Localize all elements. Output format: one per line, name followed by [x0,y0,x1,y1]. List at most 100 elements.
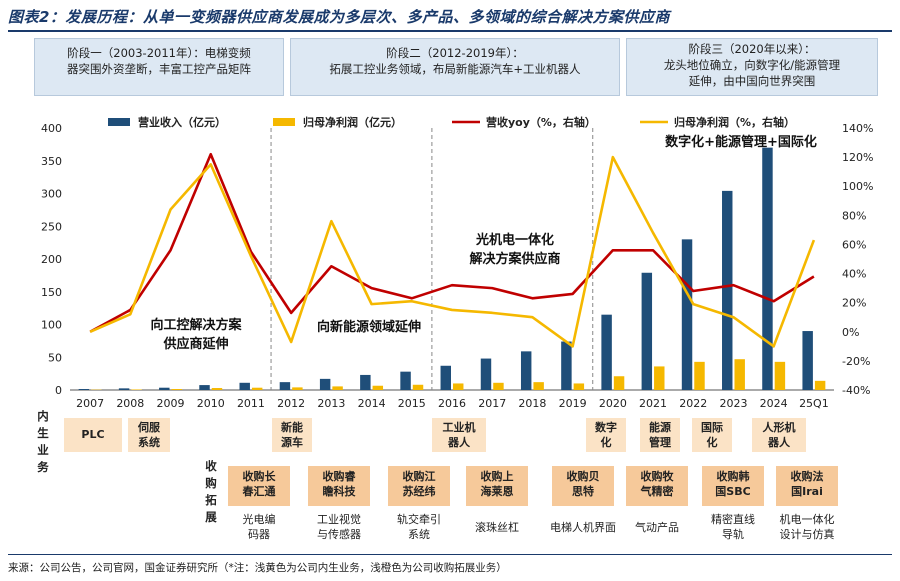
x-tick-label: 2013 [317,397,345,410]
x-tick-label: 2021 [639,397,667,410]
profit-bar [654,366,665,390]
acq-beisite: 收购贝思特 [552,466,614,506]
profit-bar [453,383,464,390]
y-right-tick-label: 40% [842,268,866,281]
profit-bar [171,389,182,390]
x-tick-label: 2008 [116,397,144,410]
acq-desc-rail: 轨交牵引系统 [397,513,441,541]
revenue-bar [118,388,130,390]
revenue-bar [360,374,371,390]
inner-tag-plc: PLC [64,418,122,452]
stage-2-line2: 拓展工控业务领域，布局新能源汽车+工业机器人 [329,62,581,76]
x-tick-label: 2009 [157,397,185,410]
revenue-bar [641,272,653,390]
y-left-tick-label: 150 [41,286,62,299]
y-right-tick-label: 20% [842,297,866,310]
acq-korea-sbc: 收购韩国SBC [702,466,764,506]
profit-bar [412,384,424,390]
profit-bar [814,380,826,390]
profit-bar [493,382,504,390]
revenue-bar [561,341,572,390]
revenue-bar [601,314,612,390]
x-tick-label: 2022 [679,397,707,410]
y-left-tick-label: 50 [48,351,62,364]
legend-label: 营收yoy（%，右轴） [486,115,596,129]
y-right-tick-label: 80% [842,209,866,222]
inner-business-label: 内生业务 [37,409,49,474]
profit-bar [533,382,544,390]
y-left-tick-label: 100 [41,319,62,332]
profit-bar [774,361,786,390]
x-tick-label: 2014 [358,397,386,410]
revenue-bar [319,378,331,390]
acq-desc-elevator-hmi: 电梯人机界面 [550,521,616,534]
inner-tag-energy: 能源管理 [640,418,680,452]
x-tick-label: 2007 [76,397,104,410]
acq-shanghai-laien: 收购上海莱恩 [466,466,528,506]
revenue-bar [681,239,693,390]
inner-tag-digital: 数字化 [586,418,626,452]
x-tick-label: 2023 [719,397,747,410]
revenue-bar [400,371,411,390]
chart-annotation: 向工控解决方案 [150,317,242,333]
revenue-bar [440,365,451,390]
profit-bar [211,388,223,390]
chart-annotation: 供应商延伸 [162,336,228,352]
profit-bar [251,387,263,390]
y-right-tick-label: 60% [842,238,866,251]
x-tick-label: 2018 [518,397,546,410]
x-tick-label: 2017 [478,397,506,410]
legend-label: 归母净利润（%，右轴） [674,115,795,129]
profit-bar [332,386,343,390]
revenue-bar [802,331,813,390]
x-tick-label: 2020 [599,397,627,410]
y-right-tick-label: 100% [842,180,873,193]
legend-swatch [108,118,130,126]
acq-desc-encoder: 光电编码器 [242,513,276,541]
acq-jiangsu-jingwei: 收购江苏经纬 [388,466,450,506]
revenue-bar [239,382,250,390]
x-tick-label: 2024 [760,397,788,410]
inner-tag-humanoid: 人形机器人 [752,418,806,452]
x-tick-label: 2010 [197,397,225,410]
title-divider [8,30,892,32]
chart-annotation: 光机电一体化 [475,232,554,248]
stage-3-line2: 龙头地位确立，向数字化/能源管理 [663,58,841,72]
revenue-bar [762,147,773,390]
x-tick-label: 25Q1 [799,397,829,410]
y-right-tick-label: 140% [842,122,873,135]
stage-1-box: 阶段一（2003-2011年）：电梯变频 器突围外资垄断，丰富工控产品矩阵 [34,38,284,96]
revenue-bar [480,358,492,390]
profit-bar [734,359,745,390]
revenue-bar [159,387,170,390]
y-left-tick-label: 400 [41,122,62,135]
profit-bar [131,389,142,390]
acq-desc-pneumatic: 气动产品 [635,521,679,534]
y-left-tick-label: 0 [55,384,62,397]
legend-swatch [273,118,295,126]
acq-ruizhan-tech: 收购睿瞻科技 [308,466,370,506]
legend-label: 归母净利润（亿元） [303,115,402,129]
y-left-tick-label: 350 [41,155,62,168]
acquisition-label: 收购拓展 [205,459,217,524]
acq-muqi-precision: 收购牧气精密 [626,466,688,506]
profit-bar [694,361,705,390]
chart-title: 图表2：发展历程：从单一变频器供应商发展成为多层次、多产品、多领域的综合解决方案… [8,8,670,26]
revenue-bar [199,385,210,390]
profit-bar [292,387,303,390]
inner-tag-nev: 新能源车 [272,418,312,452]
acq-changchun-huitong: 收购长春汇通 [228,466,290,506]
profit-bar [573,383,585,390]
stage-1-line2: 器突围外资垄断，丰富工控产品矩阵 [67,62,251,76]
legend-label: 营业收入（亿元） [138,115,226,129]
acq-desc-linear-guide: 精密直线导轨 [711,513,755,541]
stage-3-line1: 阶段三（2020年以来）： [688,42,816,56]
chart-annotation: 数字化+能源管理+国际化 [665,134,817,150]
inner-tag-servo: 伺服系统 [128,418,170,452]
revenue-bar [520,351,532,390]
revenue-bar [279,382,291,390]
chart-annotation: 解决方案供应商 [468,251,560,267]
profit-yoy-line [89,155,816,348]
acq-desc-mechatronics: 机电一体化设计与仿真 [779,513,835,541]
